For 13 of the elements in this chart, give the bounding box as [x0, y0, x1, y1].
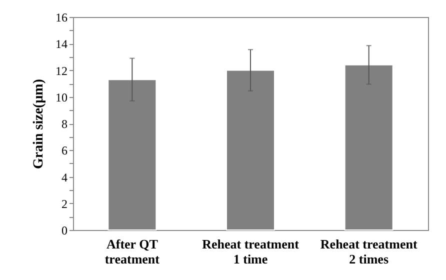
- y-tick-label: 8: [62, 117, 68, 131]
- y-axis-title: Grain size(μm): [32, 78, 46, 169]
- y-tick-label: 12: [56, 64, 68, 78]
- y-tick-label: 16: [56, 10, 68, 24]
- x-tick-label: Reheat treatment 1 time: [202, 236, 300, 266]
- x-tick-label: After QT treatment: [104, 236, 160, 266]
- x-tick-label: Reheat treatment 2 times: [320, 236, 418, 266]
- y-tick-label: 6: [62, 144, 68, 158]
- y-tick-label: 4: [62, 170, 68, 184]
- y-tick-label: 2: [62, 196, 68, 211]
- y-tick-label: 10: [56, 90, 68, 104]
- y-tick-label: 14: [56, 37, 68, 52]
- y-tick-label: 0: [62, 224, 68, 238]
